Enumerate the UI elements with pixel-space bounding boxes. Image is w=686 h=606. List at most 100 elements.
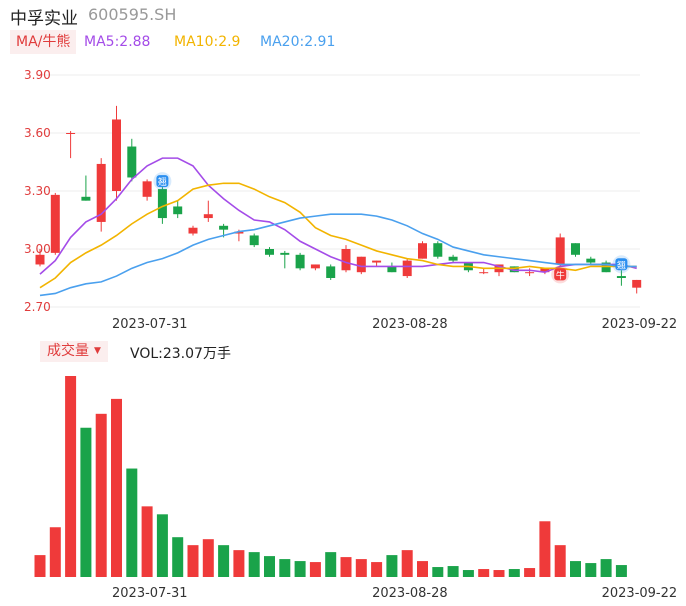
ma10-legend: MA10:2.9: [174, 34, 241, 50]
volume-readout: VOL:23.07万手: [130, 346, 231, 362]
candle-body: [326, 266, 336, 278]
volume-bar: [478, 569, 490, 577]
marker-badge: [615, 258, 628, 271]
candle-body: [387, 266, 397, 273]
ma5-line: [39, 157, 637, 275]
candle-body: [310, 264, 320, 269]
volume-bar: [386, 555, 398, 577]
signal-markers: 翘牛 翘: [153, 172, 631, 284]
volume-bar: [202, 539, 214, 577]
candle-body: [127, 146, 137, 178]
volume-bar: [233, 550, 245, 577]
volume-bar: [187, 545, 199, 577]
x-tick-label: 2023-09-22: [602, 586, 678, 601]
candle-body: [203, 214, 213, 219]
ma20-legend: MA20:2.91: [260, 34, 336, 50]
candle-body: [372, 260, 382, 263]
volume-bar: [462, 570, 474, 577]
candle-body: [35, 254, 45, 265]
y-tick-label: 2.70: [24, 300, 51, 314]
volume-bar: [156, 514, 168, 577]
volume-tab-label: 成交量: [47, 343, 89, 359]
candle-body: [448, 256, 458, 261]
candle-body: [295, 254, 305, 269]
price-x-axis: 2023-07-31 2023-08-28 2023-09-22: [112, 317, 677, 332]
candle-body: [632, 279, 642, 288]
volume-bar: [325, 552, 337, 577]
y-tick-label: 3.30: [24, 184, 51, 198]
candle-body: [142, 181, 152, 197]
volume-bar: [80, 427, 92, 577]
marker-badge: [554, 268, 567, 281]
candle-body: [540, 268, 550, 273]
x-tick-label: 2023-07-31: [112, 586, 188, 601]
x-tick-label: 2023-09-22: [602, 317, 678, 332]
volume-bar: [570, 561, 581, 577]
y-tick-label: 3.60: [24, 126, 51, 140]
price-y-axis: 3.90 3.60 3.30 3.00 2.70: [24, 68, 51, 314]
volume-bar: [294, 561, 306, 577]
candle-body: [525, 272, 535, 274]
candle-body: [341, 249, 351, 271]
volume-bar: [401, 550, 413, 577]
volume-bar: [539, 521, 551, 577]
candle-body: [249, 235, 259, 246]
ma-indicator-tab[interactable]: MA/牛熊: [10, 30, 77, 54]
volume-bar: [264, 556, 275, 577]
candle-body: [234, 231, 244, 234]
volume-bar: [279, 559, 291, 577]
volume-bar: [65, 376, 77, 577]
candle-body: [555, 237, 565, 265]
volume-bar: [493, 570, 505, 577]
candle-body: [81, 196, 91, 201]
volume-bar: [172, 537, 184, 577]
volume-bar: [141, 506, 153, 577]
candle-body: [96, 163, 106, 222]
volume-indicator-tab[interactable]: 成交量 ▼: [40, 341, 108, 362]
volume-bars: [34, 376, 627, 577]
volume-bar: [218, 545, 230, 577]
candle-body: [50, 194, 60, 253]
volume-bar: [355, 559, 367, 577]
marker-glyph: 牛: [556, 269, 565, 281]
volume-bar: [95, 413, 107, 577]
x-tick-label: 2023-08-28: [372, 586, 448, 601]
candle-body: [157, 189, 167, 219]
candle-body: [173, 206, 183, 215]
ma5-legend: MA5:2.88: [84, 34, 151, 50]
volume-bar: [417, 561, 428, 577]
candle-body: [112, 119, 121, 191]
ma-lines: [39, 157, 637, 297]
volume-bar: [554, 545, 566, 577]
candle-body: [586, 258, 596, 263]
candle-body: [219, 225, 229, 230]
volume-bar: [111, 398, 122, 577]
volume-bar: [508, 569, 520, 577]
candle-body: [66, 133, 76, 134]
price-grid: [36, 74, 640, 308]
candle-body: [280, 252, 290, 255]
candle-body: [433, 243, 443, 257]
candle-body: [265, 249, 274, 255]
volume-bar: [371, 562, 383, 577]
candle-body: [188, 227, 198, 234]
caret-down-icon: ▼: [94, 346, 101, 356]
candle-body: [418, 243, 427, 259]
ma20-line: [39, 213, 637, 297]
y-tick-label: 3.90: [24, 68, 51, 82]
volume-bar: [447, 566, 459, 577]
candle-body: [616, 276, 626, 278]
volume-bar: [585, 563, 597, 577]
candle-body: [479, 272, 489, 274]
candle-body: [509, 266, 519, 273]
volume-bar: [600, 559, 612, 577]
volume-bar: [126, 468, 138, 577]
marker-glyph: 翘: [617, 260, 626, 271]
volume-bar: [248, 552, 260, 577]
volume-bar: [309, 562, 321, 577]
x-tick-label: 2023-08-28: [372, 317, 448, 332]
volume-bar: [34, 555, 46, 577]
marker-badge: [156, 175, 169, 188]
candle-body: [571, 243, 580, 255]
